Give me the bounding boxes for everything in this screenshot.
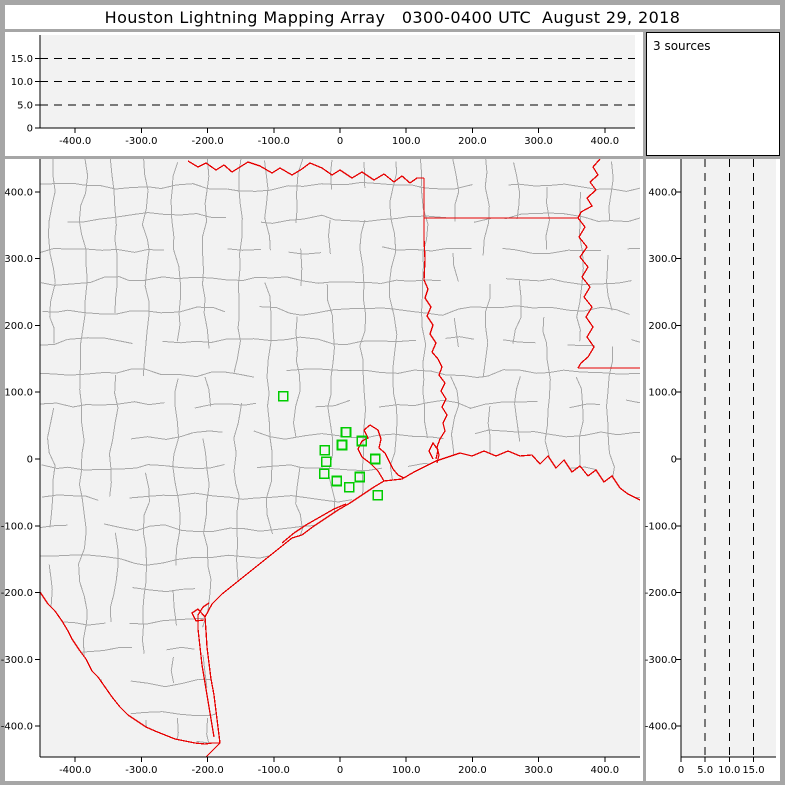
alt-ns-plot-group: 400.0 300.0 200.0 100.0 0 -100.0 -200.0 -300.0 -… (645, 159, 776, 776)
y-tick-label: 0 (671, 455, 677, 466)
x-tick-label: -300.0 (125, 136, 157, 147)
plot-background (681, 159, 776, 757)
station-marker (343, 481, 355, 493)
plan-view-map-plot[interactable]: 400.0 300.0 200.0 100.0 0 -100.0 -200.0 -300.0 -… (1, 159, 643, 781)
y-tick-label: -400.0 (1, 722, 33, 733)
station-marker (340, 426, 352, 438)
y-tick-label: -200.0 (1, 588, 33, 599)
state-borders-and-coastline (40, 159, 640, 757)
station-marker (356, 435, 368, 447)
lma-stations (277, 390, 384, 501)
gulf-mask (205, 451, 640, 757)
x-tick-label: 0 (678, 765, 684, 776)
x-tick-label: 5.0 (697, 765, 713, 776)
x-tick-label: 0 (337, 765, 343, 776)
y-tick-label: 400.0 (4, 187, 33, 198)
alt-vs-ew-panel: 15.0 10.0 5.0 0 -400.0 -300.0 -200.0 -100.0 0 100… (5, 32, 643, 156)
y-tick-label: -100.0 (1, 521, 33, 532)
galveston-bay (357, 424, 405, 482)
x-tick-label: -200.0 (191, 136, 223, 147)
y-tick-label: -200.0 (645, 588, 677, 599)
x-tick-label: 15.0 (742, 765, 764, 776)
station-marker (319, 445, 331, 456)
station-marker (369, 453, 381, 465)
x-tick-label: 400.0 (590, 765, 619, 776)
corpus-bay (191, 608, 206, 622)
alt-vs-ns-panel: 400.0 300.0 200.0 100.0 0 -100.0 -200.0 -300.0 -… (645, 159, 780, 781)
y-tick-label: 100.0 (4, 388, 33, 399)
x-tick-label: 100.0 (392, 136, 421, 147)
title-bar: Houston Lightning Mapping Array 0300-040… (5, 5, 780, 29)
x-tick-label: 200.0 (458, 765, 487, 776)
y-tick-label: 0 (27, 455, 33, 466)
y-tick-label: 400.0 (648, 187, 677, 198)
station-marker (320, 456, 332, 467)
map-clipped-content (40, 159, 640, 757)
y-tick-label: 200.0 (648, 321, 677, 332)
y-tick-label: 100.0 (648, 388, 677, 399)
mexico-coast (205, 742, 221, 757)
y-tick-label: -400.0 (645, 722, 677, 733)
y-tick-label: 10.0 (11, 77, 33, 88)
plan-view-map-panel: 400.0 300.0 200.0 100.0 0 -100.0 -200.0 -300.0 -… (1, 159, 643, 781)
x-tick-label: -400.0 (59, 136, 91, 147)
x-tick-label: -100.0 (258, 765, 290, 776)
sources-count-label: 3 sources (653, 39, 711, 53)
rio-grande (40, 591, 220, 745)
x-tick-label: -100.0 (258, 136, 290, 147)
station-marker (354, 471, 366, 483)
alt-vs-ew-plot[interactable]: 15.0 10.0 5.0 0 -400.0 -300.0 -200.0 -100.0 0 100… (5, 32, 643, 156)
sources-box: 3 sources (646, 32, 780, 156)
station-marker (331, 475, 342, 487)
alt-ew-plot-group: 15.0 10.0 5.0 0 -400.0 -300.0 -200.0 -100.0 0 100… (11, 35, 635, 147)
station-marker (277, 390, 289, 402)
red-river (187, 160, 424, 184)
station-marker (336, 439, 348, 451)
page-title: Houston Lightning Mapping Array 0300-040… (104, 7, 681, 27)
x-tick-label: -400.0 (59, 765, 91, 776)
mississippi-river (577, 159, 601, 369)
sabine-lake (428, 441, 439, 460)
x-tick-label: 100.0 (392, 765, 421, 776)
x-tick-label: -200.0 (191, 765, 223, 776)
x-tick-label: 400.0 (590, 136, 619, 147)
mexico-mask (40, 592, 220, 757)
x-tick-label: 200.0 (458, 136, 487, 147)
y-tick-label: 300.0 (648, 254, 677, 265)
y-tick-label: 300.0 (4, 254, 33, 265)
y-tick-label: 5.0 (17, 100, 33, 111)
y-tick-label: 15.0 (11, 54, 33, 65)
x-tick-label: 300.0 (524, 136, 553, 147)
station-marker (318, 468, 330, 479)
x-tick-label: 10.0 (718, 765, 740, 776)
x-tick-label: 300.0 (524, 765, 553, 776)
y-tick-label: -300.0 (1, 655, 33, 666)
alt-vs-ns-plot[interactable]: 400.0 300.0 200.0 100.0 0 -100.0 -200.0 -300.0 -… (645, 159, 780, 781)
y-tick-label: 0 (27, 124, 33, 135)
x-tick-label: 0 (337, 136, 343, 147)
tx-la-sabine (423, 218, 448, 464)
y-tick-label: -100.0 (645, 521, 677, 532)
station-marker (372, 489, 384, 501)
y-tick-label: -300.0 (645, 655, 677, 666)
map-plot-group: 400.0 300.0 200.0 100.0 0 -100.0 -200.0 -300.0 -… (1, 159, 640, 776)
x-tick-label: -300.0 (125, 765, 157, 776)
matagorda-inner (281, 503, 347, 544)
y-tick-label: 200.0 (4, 321, 33, 332)
